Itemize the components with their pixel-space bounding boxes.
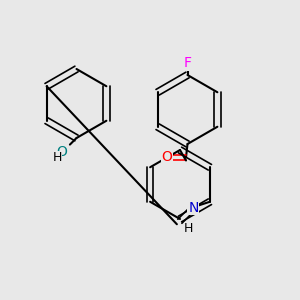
Text: H: H	[52, 151, 62, 164]
Text: N: N	[188, 201, 199, 215]
Text: O: O	[56, 145, 67, 158]
Text: H: H	[184, 222, 194, 235]
Text: O: O	[162, 150, 172, 164]
Text: F: F	[184, 56, 191, 70]
